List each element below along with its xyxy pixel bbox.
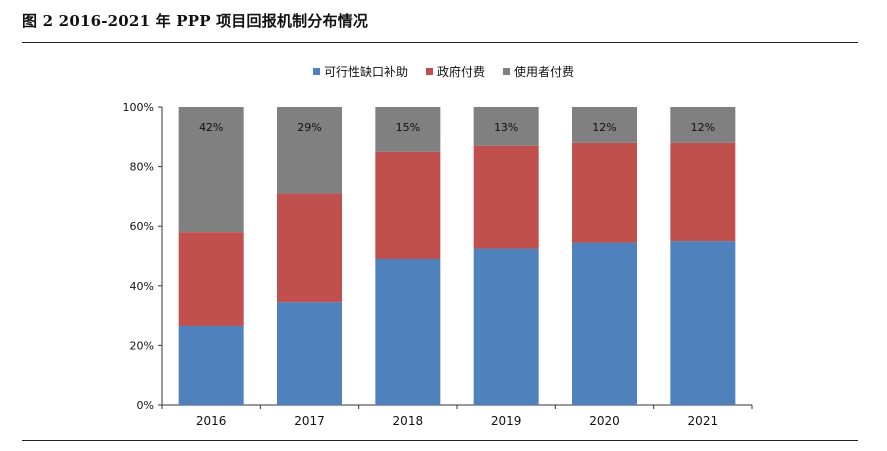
data-label: 13% — [494, 121, 518, 134]
x-tick-label: 2018 — [393, 414, 424, 428]
y-tick-label: 80% — [130, 161, 154, 174]
bar-segment-1 — [375, 151, 441, 259]
bar-segment-2 — [178, 107, 244, 233]
bar-segment-1 — [572, 142, 637, 243]
legend-swatch-gap-subsidy — [312, 68, 320, 75]
x-tick-label: 2020 — [589, 414, 620, 428]
legend-item-government-pay: 政府付费 — [425, 63, 485, 80]
data-label: 12% — [691, 121, 715, 134]
bottom-divider — [22, 440, 858, 441]
bar-segment-0 — [277, 302, 342, 405]
x-tick-label: 2019 — [491, 414, 522, 428]
x-tick-label: 2021 — [688, 414, 719, 428]
x-tick-label: 2017 — [294, 414, 325, 428]
legend-item-gap-subsidy: 可行性缺口补助 — [312, 63, 408, 80]
bar-segment-2 — [277, 107, 342, 194]
bar-segment-0 — [670, 241, 736, 405]
chart-legend: 可行性缺口补助 政府付费 使用者付费 — [0, 63, 887, 80]
bar-segment-0 — [178, 326, 244, 405]
data-label: 29% — [297, 121, 321, 134]
bar-segment-2 — [375, 107, 441, 152]
legend-label-user-pay: 使用者付费 — [514, 65, 575, 79]
top-divider — [22, 42, 858, 43]
bar-segment-2 — [572, 107, 637, 143]
legend-item-user-pay: 使用者付费 — [503, 63, 574, 80]
bar-segment-2 — [670, 107, 736, 143]
bar-segment-1 — [178, 232, 244, 327]
bar-segment-2 — [473, 107, 539, 146]
legend-swatch-user-pay — [503, 68, 510, 75]
legend-label-government-pay: 政府付费 — [436, 65, 485, 79]
bar-segment-1 — [277, 193, 342, 303]
y-tick-label: 0% — [137, 399, 154, 412]
bar-segment-1 — [473, 145, 539, 249]
y-tick-label: 20% — [130, 339, 154, 352]
legend-swatch-government-pay — [425, 68, 433, 75]
x-tick-label: 2016 — [196, 414, 227, 428]
y-tick-label: 100% — [123, 101, 154, 114]
y-tick-label: 40% — [130, 280, 154, 293]
bar-segment-0 — [572, 242, 637, 405]
data-label: 42% — [199, 121, 223, 134]
bar-segment-0 — [375, 258, 441, 405]
figure-title: 图 2 2016-2021 年 PPP 项目回报机制分布情况 — [22, 12, 369, 30]
bar-segment-0 — [473, 248, 539, 405]
legend-label-gap-subsidy: 可行性缺口补助 — [323, 65, 408, 79]
y-tick-label: 60% — [130, 220, 154, 233]
data-label: 15% — [396, 121, 420, 134]
data-label: 12% — [592, 121, 616, 134]
bar-segment-1 — [670, 142, 736, 242]
